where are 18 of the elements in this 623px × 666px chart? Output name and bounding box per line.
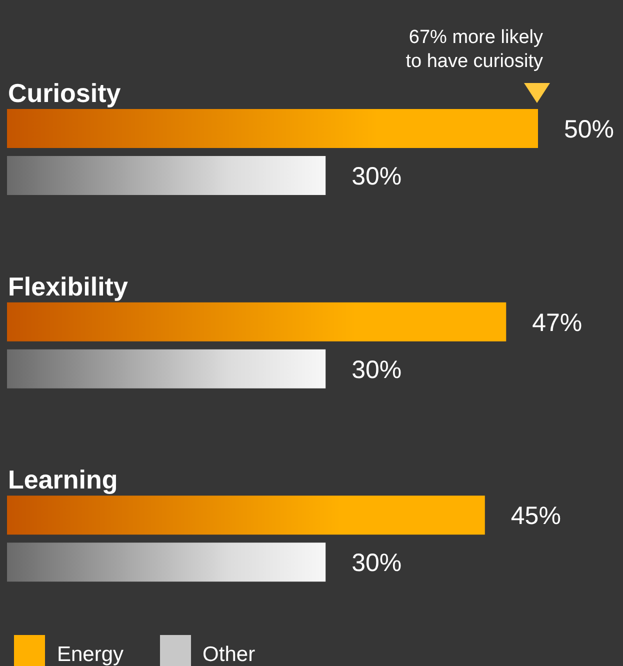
bar (7, 302, 506, 342)
bar (7, 496, 485, 535)
data-label: 30% (352, 549, 402, 578)
bar (7, 156, 326, 195)
bar (7, 109, 538, 148)
bar (7, 542, 326, 582)
data-label: 50% (564, 116, 614, 144)
y-tick-label: Learning (8, 464, 118, 495)
legend-label: Other (202, 643, 256, 666)
y-tick-label: Flexibility (8, 271, 128, 302)
data-label: 47% (532, 308, 582, 337)
data-label: 45% (510, 502, 561, 530)
y-tick-label: Curiosity (8, 78, 122, 108)
annotation: 67% more likely to have curiosity (406, 27, 544, 72)
data-label: 30% (352, 162, 402, 190)
legend-label: Energy (57, 643, 124, 666)
data-label: 30% (352, 356, 402, 384)
bar (7, 349, 326, 388)
